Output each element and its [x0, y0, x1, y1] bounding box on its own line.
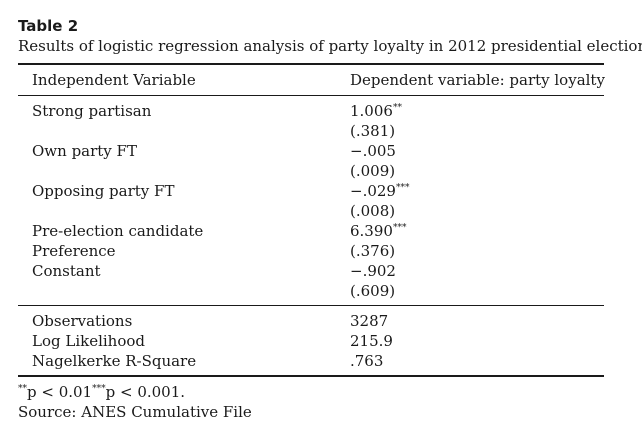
- row-9-value: (.609): [350, 282, 396, 300]
- row-3-value: (.009): [350, 162, 396, 180]
- row-6-value: 6.390***: [350, 222, 407, 240]
- stat-0-value: 3287: [350, 312, 389, 330]
- row-7-variable: Preference: [32, 242, 116, 260]
- row-8-value: −.902: [350, 262, 396, 280]
- row-0-value: 1.006**: [350, 102, 402, 120]
- row-4-variable: Opposing party FT: [32, 182, 175, 200]
- stats-rule: [18, 305, 604, 306]
- row-5-value: (.008): [350, 202, 396, 220]
- source-note: Source: ANES Cumulative File: [18, 403, 252, 421]
- header-rule: [18, 95, 604, 96]
- header-independent-variable: Independent Variable: [32, 71, 196, 89]
- table-label: Table 2: [18, 17, 79, 35]
- top-rule: [18, 63, 604, 65]
- bottom-rule: [18, 375, 604, 377]
- stat-0-label: Observations: [32, 312, 133, 330]
- stat-2-label: Nagelkerke R-Square: [32, 352, 197, 370]
- row-2-value: −.005: [350, 142, 396, 160]
- stat-2-value: .763: [350, 352, 384, 370]
- row-8-variable: Constant: [32, 262, 101, 280]
- row-0-variable: Strong partisan: [32, 102, 152, 120]
- header-dependent-variable: Dependent variable: party loyalty: [350, 71, 605, 89]
- row-2-variable: Own party FT: [32, 142, 137, 160]
- footnote-significance: **p < 0.01***p < 0.001.: [18, 383, 186, 401]
- row-7-value: (.376): [350, 242, 396, 260]
- row-4-value: −.029***: [350, 182, 410, 200]
- stat-1-label: Log Likelihood: [32, 332, 146, 350]
- row-1-value: (.381): [350, 122, 396, 140]
- table-caption: Results of logistic regression analysis …: [18, 37, 642, 55]
- row-6-variable: Pre-election candidate: [32, 222, 204, 240]
- stat-1-value: 215.9: [350, 332, 393, 350]
